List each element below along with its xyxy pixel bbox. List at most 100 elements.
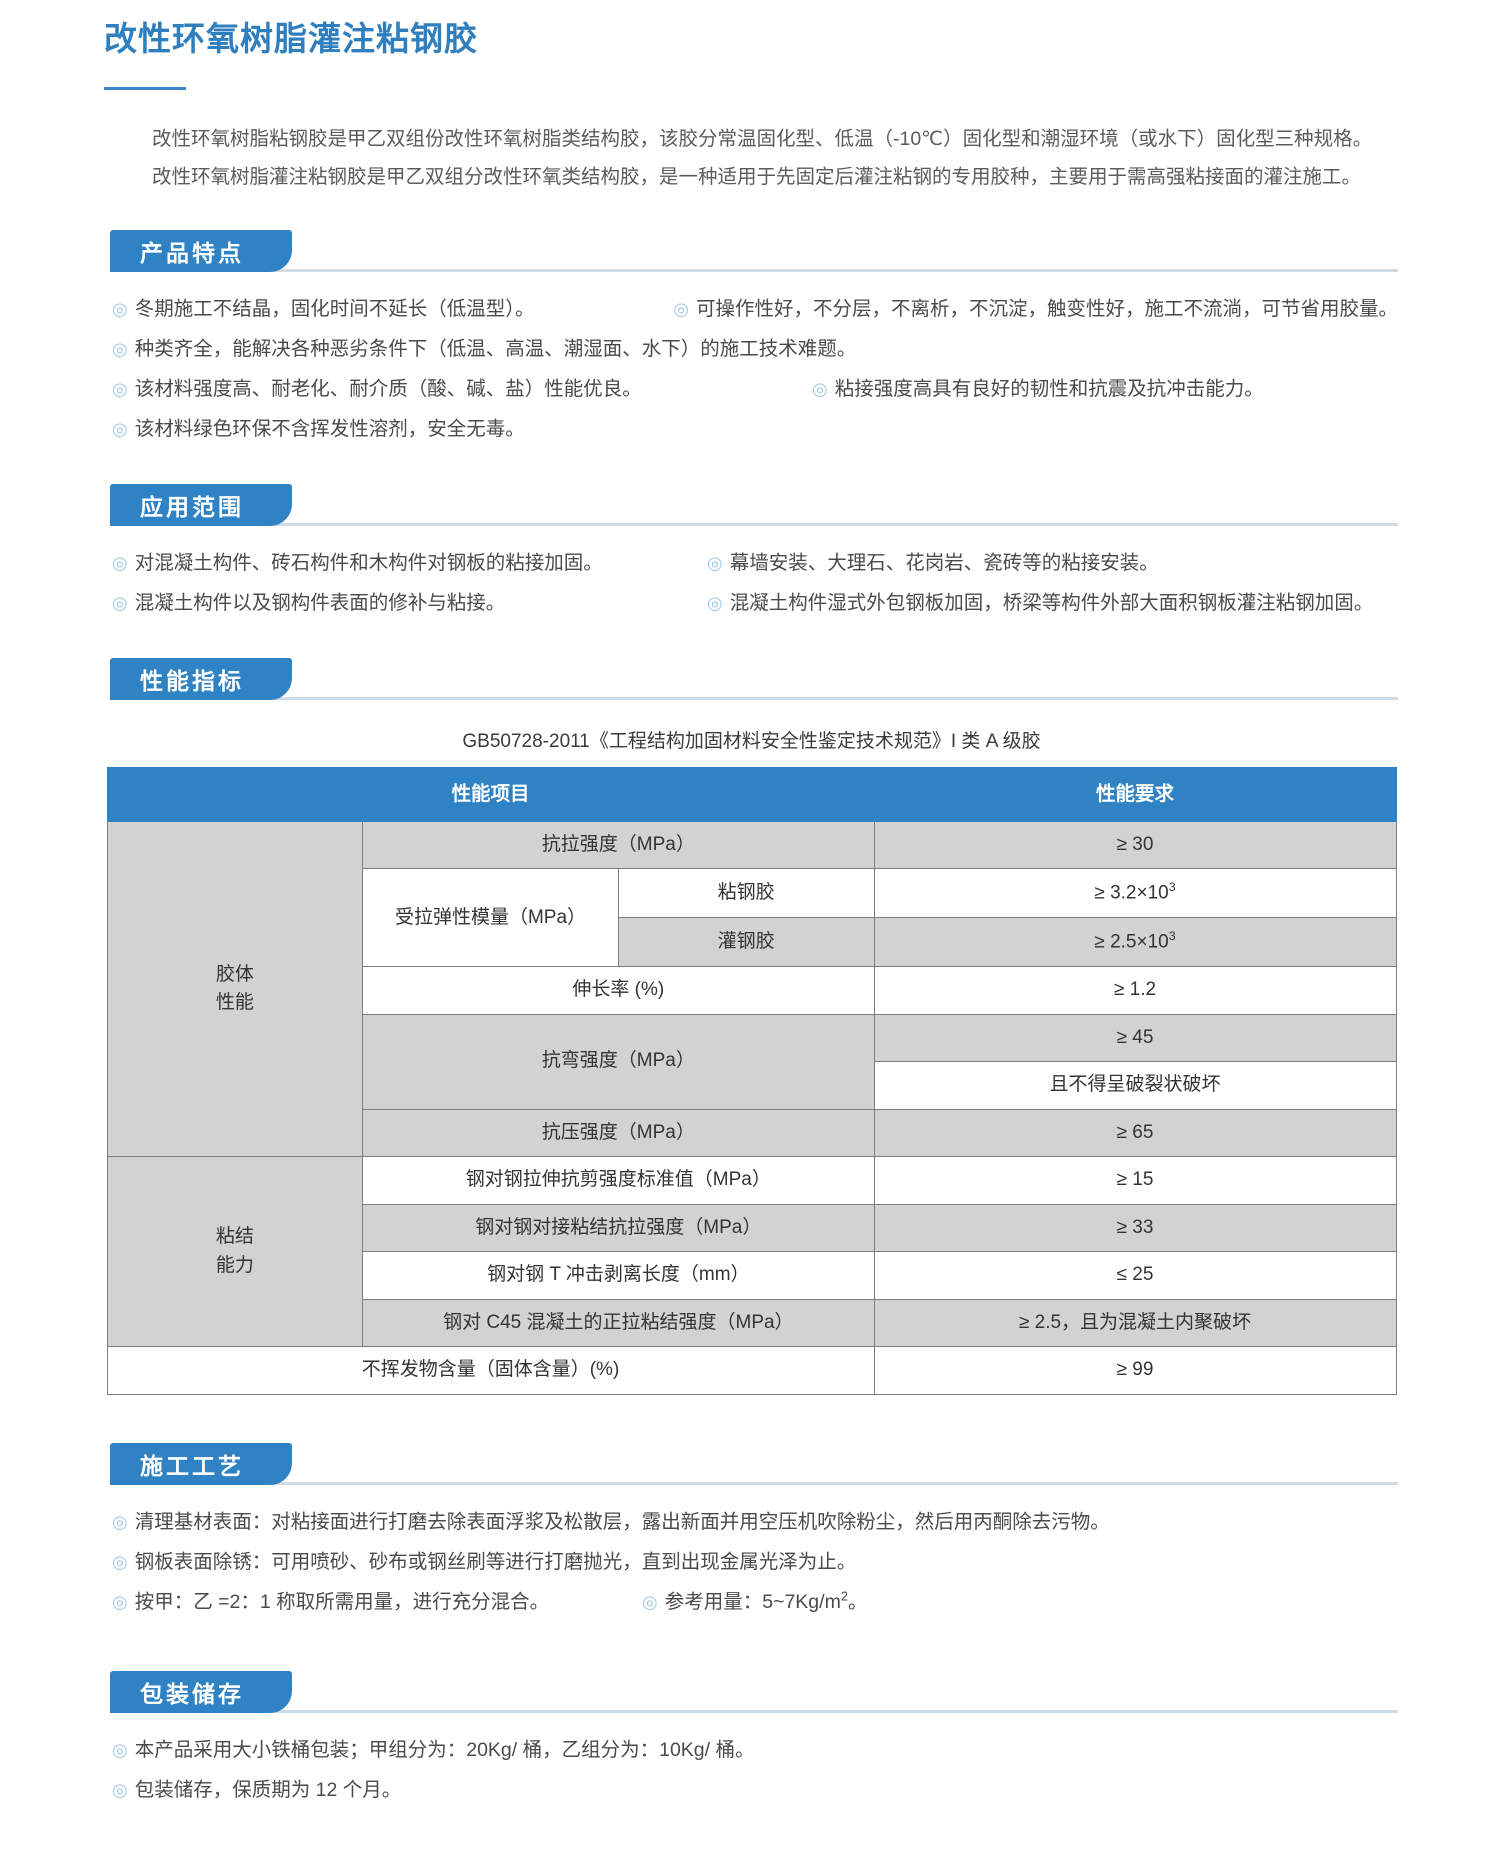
table-row: 受拉弹性模量（MPa） 粘钢胶 ≥ 3.2×103	[107, 868, 1397, 968]
category-label-bonding: 粘结 能力	[106, 1156, 364, 1348]
feature-text: 该材料绿色环保不含挥发性溶剂，安全无毒。	[134, 417, 525, 440]
process-item: ◎ 清理基材表面：对粘接面进行打磨去除表面浮浆及松散层，露出新面并用空压机吹除粉…	[112, 1503, 1398, 1543]
feature-text: 冬期施工不结晶，固化时间不延长（低温型）。	[134, 297, 535, 320]
item-label: 钢对钢拉伸抗剪强度标准值（MPa）	[362, 1156, 875, 1205]
packaging-text: 包装储存，保质期为 12 个月。	[134, 1778, 402, 1801]
list-item: ◎ 按甲：乙 =2：1 称取所需用量，进行充分混合。 ◎ 参考用量：5~7Kg/…	[112, 1583, 1398, 1623]
section-badge: 产品特点	[110, 229, 292, 272]
section-header-performance: 性能指标	[110, 657, 1398, 704]
application-text: 混凝土构件湿式外包钢板加固，桥梁等构件外部大面积钢板灌注粘钢加固。	[729, 591, 1374, 614]
process-list: ◎ 清理基材表面：对粘接面进行打磨去除表面浮浆及松散层，露出新面并用空压机吹除粉…	[0, 1489, 1503, 1623]
column-header-requirement: 性能要求	[873, 766, 1397, 822]
table-row: 伸长率 (%) ≥ 1.2	[107, 966, 1397, 1015]
item-label: 抗拉强度（MPa）	[362, 820, 875, 870]
feature-item: ◎ 该材料绿色环保不含挥发性溶剂，安全无毒。	[112, 410, 1398, 450]
feature-item: ◎ 种类齐全，能解决各种恶劣条件下（低温、高温、潮湿面、水下）的施工技术难题。	[112, 330, 1398, 370]
title-underline	[104, 86, 186, 90]
list-item: ◎ 本产品采用大小铁桶包装；甲组分为：20Kg/ 桶，乙组分为：10Kg/ 桶。	[112, 1731, 1398, 1771]
table-row: 不挥发物含量（固体含量）(%) ≥ 99	[106, 1346, 1397, 1395]
item-value: ≥ 2.5×103	[873, 917, 1397, 968]
item-label: 钢对钢对接粘结抗拉强度（MPa）	[362, 1203, 875, 1253]
application-item: ◎ 混凝土构件湿式外包钢板加固，桥梁等构件外部大面积钢板灌注粘钢加固。	[707, 584, 1373, 624]
list-item: ◎ 冬期施工不结晶，固化时间不延长（低温型）。 ◎ 可操作性好，不分层，不离析，…	[112, 290, 1398, 330]
list-item: ◎ 包装储存，保质期为 12 个月。	[112, 1771, 1398, 1811]
process-text: 按甲：乙 =2：1 称取所需用量，进行充分混合。	[134, 1590, 550, 1613]
feature-item: ◎ 可操作性好，不分层，不离析，不沉淀，触变性好，施工不流淌，可节省用胶量。	[673, 290, 1398, 330]
list-item: ◎ 对混凝土构件、砖石构件和木构件对钢板的粘接加固。 ◎ 幕墙安装、大理石、花岗…	[112, 544, 1398, 584]
bullet-icon: ◎	[812, 378, 828, 399]
bullet-icon: ◎	[642, 1591, 658, 1612]
packaging-list: ◎ 本产品采用大小铁桶包装；甲组分为：20Kg/ 桶，乙组分为：10Kg/ 桶。…	[0, 1717, 1503, 1811]
bullet-icon: ◎	[112, 418, 128, 439]
section-badge: 包装储存	[110, 1670, 292, 1713]
bullet-icon: ◎	[673, 298, 689, 319]
section-process: 施工工艺 ◎ 清理基材表面：对粘接面进行打磨去除表面浮浆及松散层，露出新面并用空…	[0, 1442, 1503, 1623]
section-rule	[110, 1481, 1398, 1485]
item-value: ≤ 25	[873, 1251, 1397, 1300]
item-label: 受拉弹性模量（MPa）	[362, 868, 619, 968]
section-header-process: 施工工艺	[110, 1442, 1398, 1489]
feature-item: ◎ 冬期施工不结晶，固化时间不延长（低温型）。	[112, 290, 673, 330]
title-block: 改性环氧树脂灌注粘钢胶	[0, 0, 1503, 90]
section-heading: 性能指标	[140, 667, 244, 694]
table-row: 粘结 能力 钢对钢拉伸抗剪强度标准值（MPa） ≥ 15	[106, 1156, 1397, 1348]
section-header-application: 应用范围	[110, 483, 1398, 530]
section-application: 应用范围 ◎ 对混凝土构件、砖石构件和木构件对钢板的粘接加固。 ◎ 幕墙安装、大…	[0, 483, 1503, 624]
table-row: 且不得呈破裂状破坏	[107, 1061, 1397, 1110]
table-row: 抗弯强度（MPa） ≥ 45	[107, 1013, 1397, 1110]
feature-text: 种类齐全，能解决各种恶劣条件下（低温、高温、潮湿面、水下）的施工技术难题。	[134, 337, 857, 360]
packaging-text: 本产品采用大小铁桶包装；甲组分为：20Kg/ 桶，乙组分为：10Kg/ 桶。	[134, 1738, 755, 1761]
bullet-icon: ◎	[112, 298, 128, 319]
item-label: 抗压强度（MPa）	[362, 1108, 875, 1158]
section-header-packaging: 包装储存	[110, 1670, 1398, 1717]
item-value: ≥ 30	[873, 820, 1397, 870]
list-item: ◎ 清理基材表面：对粘接面进行打磨去除表面浮浆及松散层，露出新面并用空压机吹除粉…	[112, 1503, 1398, 1543]
bullet-icon: ◎	[112, 1739, 128, 1760]
item-label: 伸长率 (%)	[362, 966, 875, 1015]
table-header-row: 性能项目 性能要求	[106, 766, 1397, 822]
section-rule	[110, 696, 1398, 700]
process-item: ◎ 钢板表面除锈：可用喷砂、砂布或钢丝刷等进行打磨抛光，直到出现金属光泽为止。	[112, 1543, 1398, 1583]
table-body: 胶体 性能 抗拉强度（MPa） ≥ 30 受拉弹性模量（MPa） 粘钢胶 ≥ 3.…	[106, 820, 1397, 1395]
list-item: ◎ 该材料绿色环保不含挥发性溶剂，安全无毒。	[112, 410, 1398, 450]
application-text: 混凝土构件以及钢构件表面的修补与粘接。	[134, 591, 506, 614]
bullet-icon: ◎	[112, 552, 128, 573]
feature-text: 可操作性好，不分层，不离析，不沉淀，触变性好，施工不流淌，可节省用胶量。	[695, 297, 1398, 320]
section-rule	[110, 1709, 1398, 1713]
section-heading: 施工工艺	[140, 1452, 244, 1479]
features-list: ◎ 冬期施工不结晶，固化时间不延长（低温型）。 ◎ 可操作性好，不分层，不离析，…	[0, 276, 1503, 450]
process-text: 清理基材表面：对粘接面进行打磨去除表面浮浆及松散层，露出新面并用空压机吹除粉尘，…	[134, 1510, 1110, 1533]
bullet-icon: ◎	[112, 378, 128, 399]
bullet-icon: ◎	[707, 552, 723, 573]
item-sublabel: 粘钢胶	[617, 868, 875, 919]
column-header-item: 性能项目	[106, 766, 875, 822]
list-item: ◎ 种类齐全，能解决各种恶劣条件下（低温、高温、潮湿面、水下）的施工技术难题。	[112, 330, 1398, 370]
process-text: 钢板表面除锈：可用喷砂、砂布或钢丝刷等进行打磨抛光，直到出现金属光泽为止。	[134, 1550, 857, 1573]
table-row: 钢对钢对接粘结抗拉强度（MPa） ≥ 33	[107, 1203, 1397, 1253]
section-rule	[110, 268, 1398, 272]
list-item: ◎ 钢板表面除锈：可用喷砂、砂布或钢丝刷等进行打磨抛光，直到出现金属光泽为止。	[112, 1543, 1398, 1583]
item-value: ≥ 65	[873, 1108, 1397, 1158]
bullet-icon: ◎	[112, 1551, 128, 1572]
bullet-icon: ◎	[112, 592, 128, 613]
section-badge: 应用范围	[110, 483, 292, 526]
table-row: 钢对钢 T 冲击剥离长度（mm） ≤ 25	[107, 1251, 1397, 1300]
packaging-item: ◎ 本产品采用大小铁桶包装；甲组分为：20Kg/ 桶，乙组分为：10Kg/ 桶。	[112, 1731, 1398, 1771]
item-label: 抗弯强度（MPa）	[362, 1013, 875, 1110]
application-list: ◎ 对混凝土构件、砖石构件和木构件对钢板的粘接加固。 ◎ 幕墙安装、大理石、花岗…	[0, 530, 1503, 624]
section-badge: 施工工艺	[110, 1442, 292, 1485]
list-item: ◎ 该材料强度高、耐老化、耐介质（酸、碱、盐）性能优良。 ◎ 粘接强度高具有良好…	[112, 370, 1398, 410]
bullet-icon: ◎	[707, 592, 723, 613]
table-row: 灌钢胶 ≥ 2.5×103	[107, 917, 1397, 968]
item-value: ≥ 15	[873, 1156, 1397, 1205]
section-heading: 包装储存	[140, 1680, 244, 1707]
packaging-item: ◎ 包装储存，保质期为 12 个月。	[112, 1771, 1398, 1811]
table-row: 胶体 性能 抗拉强度（MPa） ≥ 30	[106, 820, 1397, 1158]
product-datasheet: 改性环氧树脂灌注粘钢胶 改性环氧树脂粘钢胶是甲乙双组份改性环氧树脂类结构胶，该胶…	[0, 0, 1503, 1811]
bullet-icon: ◎	[112, 338, 128, 359]
section-rule	[110, 522, 1398, 526]
section-header-features: 产品特点	[110, 229, 1398, 276]
section-features: 产品特点 ◎ 冬期施工不结晶，固化时间不延长（低温型）。 ◎ 可操作性好，不分层…	[0, 229, 1503, 450]
section-heading: 应用范围	[140, 493, 244, 520]
bullet-icon: ◎	[112, 1779, 128, 1800]
